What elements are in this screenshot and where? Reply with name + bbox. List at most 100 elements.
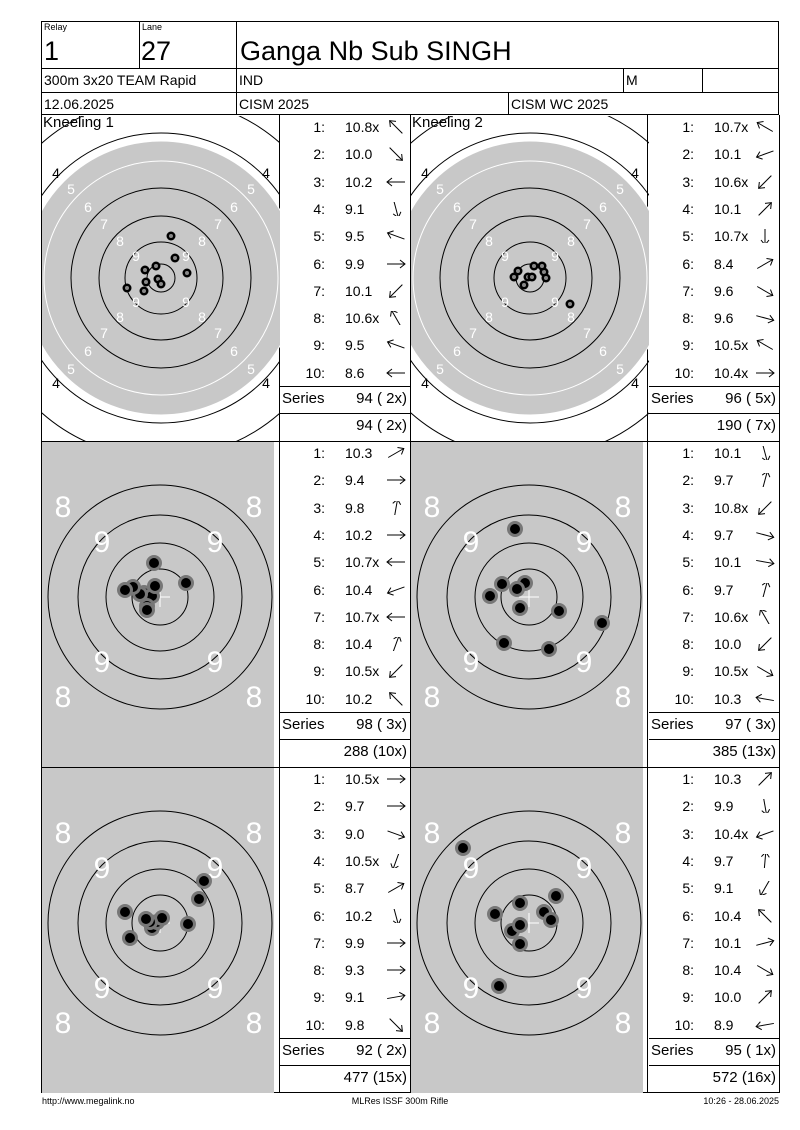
target-standing: 8 88 89 99 9 xyxy=(411,768,643,1093)
shot-row: 9: 9.5 xyxy=(280,335,410,355)
ring-number: 8 xyxy=(485,309,493,325)
footer-timestamp: 10:26 - 28.06.2025 xyxy=(703,1096,779,1106)
ring-number: 8 xyxy=(198,233,206,249)
ring-number: 9 xyxy=(501,294,509,310)
shot-number: 2: xyxy=(313,798,325,815)
direction-arrow-icon xyxy=(392,500,402,515)
ring-number: 7 xyxy=(214,216,222,232)
series-total: 96 ( 5x) xyxy=(725,390,776,407)
shot-score: 10.6x xyxy=(714,608,749,625)
shot-row: 8: 10.0 xyxy=(649,634,779,654)
shot-number: 7: xyxy=(682,934,694,951)
shot-number: 3: xyxy=(682,499,694,516)
shot-row: 1: 10.5x xyxy=(280,769,410,789)
shot-row: 9: 10.5x xyxy=(280,661,410,681)
ring-number: 8 xyxy=(198,309,206,325)
ring-number: 9 xyxy=(501,248,509,264)
shot-number: 3: xyxy=(313,173,325,190)
ring-number: 9 xyxy=(94,526,111,559)
direction-arrow-icon xyxy=(755,693,774,703)
ring-number: 8 xyxy=(246,681,263,714)
ring-number: 9 xyxy=(94,852,111,885)
direction-arrow-icon xyxy=(387,965,406,975)
shot-row: 2: 10.0 xyxy=(280,144,410,164)
shot-row: 2: 9.7 xyxy=(280,796,410,816)
shot-score: 10.3 xyxy=(714,690,742,707)
shot-number: 7: xyxy=(313,608,325,625)
shot-number: 5: xyxy=(682,228,694,245)
series-total: 95 ( 1x) xyxy=(725,1042,776,1059)
shot-score: 9.1 xyxy=(714,880,734,897)
cumulative-total: 94 ( 2x) xyxy=(356,417,407,434)
ring-number: 4 xyxy=(421,375,429,391)
shot-hit xyxy=(178,575,194,591)
shot-score: 10.6x xyxy=(714,173,749,190)
shot-hit xyxy=(487,906,503,922)
shot-number: 9: xyxy=(682,989,694,1006)
shot-hit xyxy=(141,277,151,287)
ring-number: 8 xyxy=(615,491,632,524)
direction-arrow-icon xyxy=(387,830,406,840)
shot-row: 7: 10.1 xyxy=(649,933,779,953)
shot-hit xyxy=(122,930,138,946)
series-total: 92 ( 2x) xyxy=(356,1042,407,1059)
ring-number: 9 xyxy=(551,248,559,264)
shot-number: 7: xyxy=(682,282,694,299)
shot-row: 2: 9.4 xyxy=(280,470,410,490)
shot-hit xyxy=(117,582,133,598)
shot-number: 7: xyxy=(682,608,694,625)
shot-row: 4: 10.1 xyxy=(649,199,779,219)
shot-score: 10.5x xyxy=(345,663,380,680)
direction-arrow-icon xyxy=(761,446,771,460)
direction-arrow-icon xyxy=(392,201,402,216)
shot-score: 9.5 xyxy=(345,337,365,354)
shot-row: 7: 9.6 xyxy=(649,281,779,301)
ring-number: 9 xyxy=(207,852,224,885)
shot-row: 1: 10.3 xyxy=(280,443,410,463)
ring-number: 8 xyxy=(116,309,124,325)
shot-hit xyxy=(482,588,498,604)
footer-website[interactable]: http://www.megalink.no xyxy=(42,1096,135,1106)
shot-row: 6: 10.4 xyxy=(649,906,779,926)
ring-number: 9 xyxy=(576,972,593,1005)
shot-score: 10.2 xyxy=(345,907,373,924)
ring-number: 9 xyxy=(576,526,593,559)
shot-row: 1: 10.8x xyxy=(280,117,410,137)
shot-number: 2: xyxy=(682,798,694,815)
ring-number: 6 xyxy=(453,343,461,359)
direction-arrow-icon xyxy=(758,201,772,216)
ring-number: 8 xyxy=(424,491,441,524)
shot-number: 3: xyxy=(682,825,694,842)
shot-row: 5: 9.5 xyxy=(280,226,410,246)
ring-number: 9 xyxy=(207,646,224,679)
relay-number: 1 xyxy=(44,36,60,66)
direction-arrow-icon xyxy=(386,612,405,622)
shot-number: 6: xyxy=(313,255,325,272)
shot-number: 1: xyxy=(682,119,694,135)
shot-row: 4: 9.7 xyxy=(649,851,779,871)
shot-row: 4: 9.1 xyxy=(280,199,410,219)
shot-number: 7: xyxy=(313,282,325,299)
direction-arrow-icon xyxy=(758,990,772,1005)
shot-hit xyxy=(138,911,154,927)
direction-arrow-icon xyxy=(756,121,774,132)
ring-number: 7 xyxy=(100,216,108,232)
ring-number: 4 xyxy=(262,165,270,181)
shot-row: 9: 10.0 xyxy=(649,987,779,1007)
shot-hit xyxy=(491,978,507,994)
direction-arrow-icon xyxy=(758,637,772,652)
ring-number: 6 xyxy=(599,343,607,359)
shot-hit xyxy=(196,873,212,889)
shot-number: 1: xyxy=(313,445,325,461)
target-prone: 8 88 89 99 9 xyxy=(411,442,643,767)
shot-row: 9: 9.1 xyxy=(280,987,410,1007)
shot-hit xyxy=(512,936,528,952)
shot-score: 10.7x xyxy=(714,228,749,245)
shot-row: 3: 10.2 xyxy=(280,172,410,192)
shot-row: 6: 10.2 xyxy=(280,906,410,926)
ring-number: 6 xyxy=(599,199,607,215)
direction-arrow-icon xyxy=(389,1017,403,1032)
shot-row: 3: 9.0 xyxy=(280,824,410,844)
ring-number: 8 xyxy=(55,1007,72,1040)
series-label: Series xyxy=(651,390,694,407)
